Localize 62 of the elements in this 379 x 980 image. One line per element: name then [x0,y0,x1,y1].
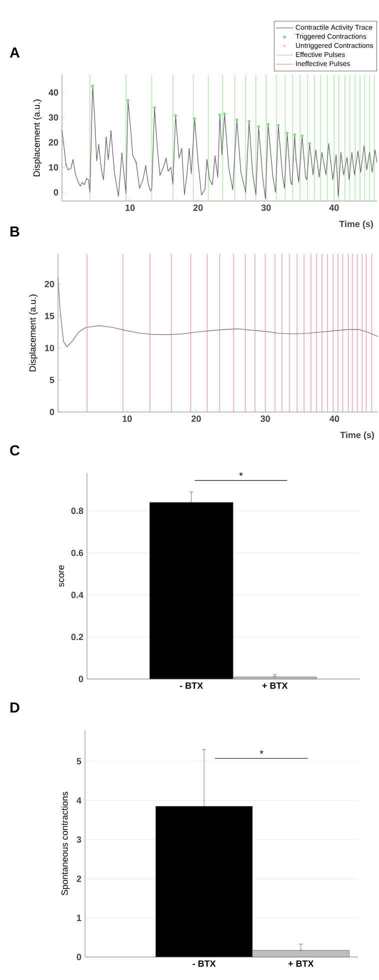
x-axis-title: Time (s) [339,220,374,229]
y-tick-label: 20 [48,139,58,146]
point [248,120,251,123]
point [257,125,260,128]
y-tick-label: 0.6 [71,550,84,556]
y-tick-label: 10 [45,344,54,352]
point [153,106,156,110]
chart-title: A [10,48,20,58]
point [300,134,304,138]
x-tick-label: 20 [193,204,203,211]
point [276,124,280,127]
y-tick-label: 0 [76,954,82,960]
point [218,113,222,116]
point [308,142,312,146]
x-tick-label: 10 [126,204,135,211]
chart-title: C [10,445,20,456]
y-tick-label: 0.8 [71,508,84,514]
x-tick-label: 20 [192,416,201,422]
annotation: * [260,750,264,754]
y-tick-label: 0 [50,408,54,416]
point [164,157,168,160]
y-axis-title: Spontaneous contractions [61,792,70,896]
point [126,98,130,102]
x-tick-label: 30 [260,416,270,422]
y-tick-label: 1 [77,914,82,921]
y-tick-label: 4 [76,797,82,804]
y-tick-label: 10 [49,164,58,171]
x-tick-label: + BTX [262,682,288,689]
x-tick-label: - BTX [192,960,216,967]
x-tick-label: 40 [329,204,339,211]
x-axis-title: Time (s) [340,432,374,440]
annotation: * [239,472,243,476]
point [193,117,196,120]
point [286,132,289,135]
y-axis-title: Displacement (a.u.) [29,294,38,372]
y-tick-label: 0 [78,676,84,682]
x-tick-label: 30 [261,204,271,211]
y-tick-label: 3 [76,836,82,843]
y-tick-label: 5 [76,758,82,764]
y-axis-title: Displacement (a.u.) [33,100,42,176]
point [293,133,296,136]
y-tick-label: 40 [48,89,58,96]
y-tick-label: 30 [48,114,58,121]
y-tick-label: 15 [45,312,54,320]
y-tick-label: 0.4 [71,592,84,598]
y-axis-title: score [59,565,64,587]
y-tick-label: 2 [76,876,82,882]
chart-title: B [10,226,20,236]
point [223,112,226,116]
x-tick-label: 40 [330,416,340,422]
point [235,118,238,122]
y-tick-label: 20 [44,280,54,288]
point [266,122,270,126]
y-tick-label: 5 [50,376,54,384]
point [91,84,94,88]
x-tick-label: 10 [122,416,132,422]
point [174,114,178,118]
chart-title: D [10,702,20,712]
x-tick-label: + BTX [288,960,314,967]
y-tick-label: 0.2 [71,634,84,640]
y-tick-label: 0 [54,189,58,196]
x-tick-label: - BTX [180,682,204,689]
